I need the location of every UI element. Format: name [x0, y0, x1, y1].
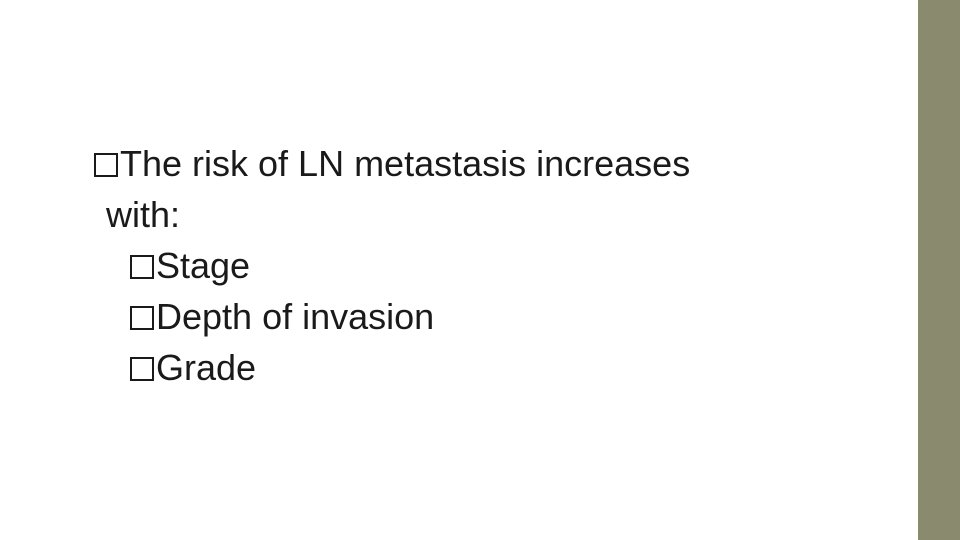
accent-side-bar	[918, 0, 960, 540]
body-text: Grade	[156, 342, 256, 393]
square-bullet-icon	[130, 255, 154, 279]
body-text: with:	[106, 189, 180, 240]
body-line: with:	[94, 189, 854, 240]
body-text: Stage	[156, 240, 250, 291]
body-line: Depth of invasion	[94, 291, 854, 342]
square-bullet-icon	[94, 153, 118, 177]
slide-body: The risk of LN metastasis increases with…	[94, 138, 854, 394]
body-line: Stage	[94, 240, 854, 291]
body-text: Depth of invasion	[156, 291, 434, 342]
square-bullet-icon	[130, 306, 154, 330]
body-line: The risk of LN metastasis increases	[94, 138, 854, 189]
body-line: Grade	[94, 342, 854, 393]
body-text: The risk of LN metastasis increases	[120, 138, 690, 189]
square-bullet-icon	[130, 357, 154, 381]
